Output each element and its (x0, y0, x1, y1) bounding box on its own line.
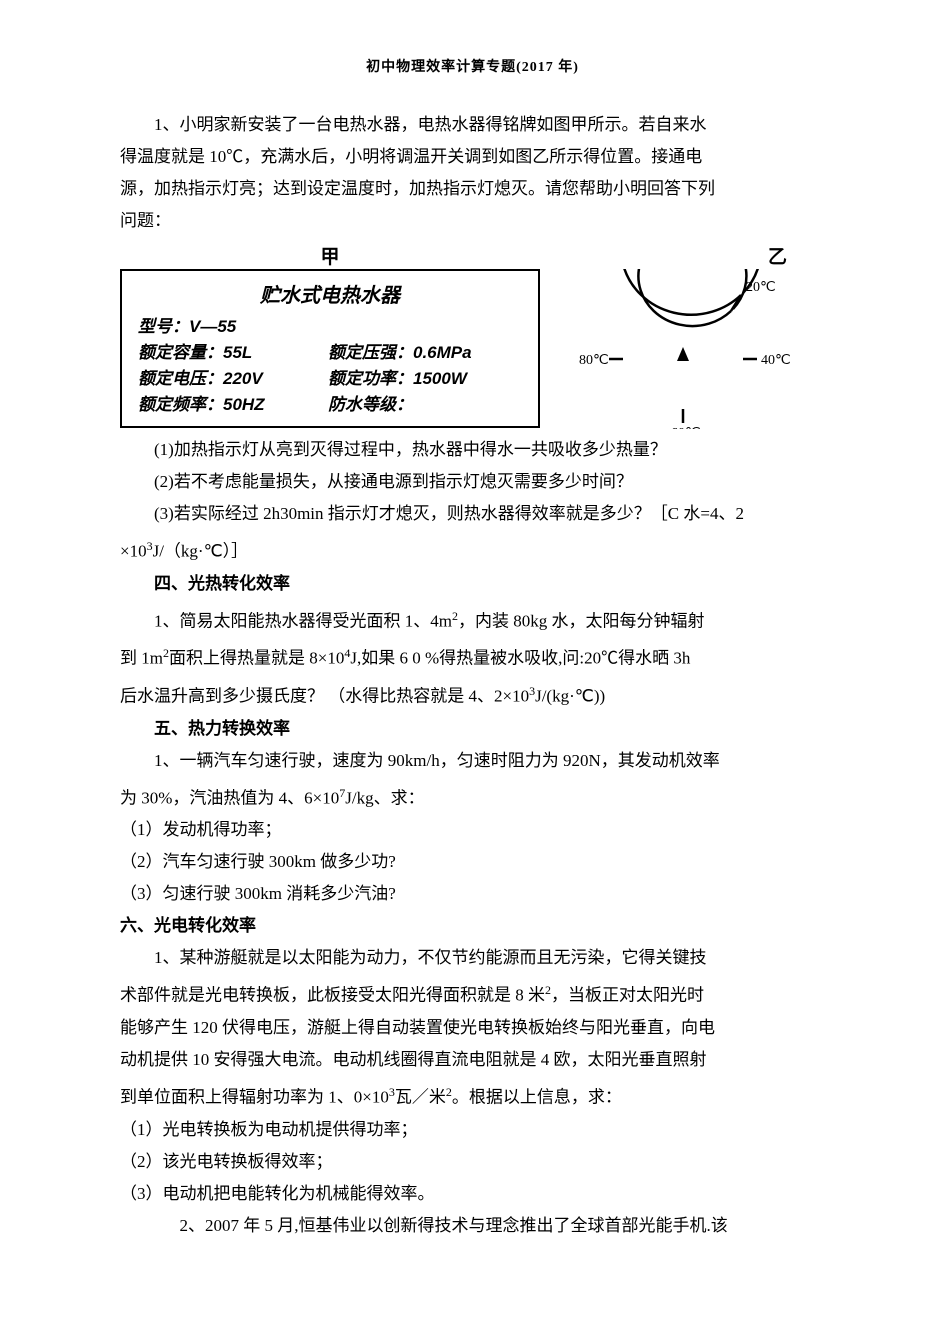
sec6-line3: 能够产生 120 伏得电压，游艇上得自动装置使光电转换板始终与阳光垂直，向电 (120, 1013, 825, 1043)
nameplate-waterproof: 防水等级： (328, 392, 522, 418)
nameplate-model: 型号：V—55 (138, 314, 328, 340)
sec6-line5: 到单位面积上得辐射功率为 1、0×103瓦／米2。根据以上信息，求： (120, 1077, 825, 1113)
section-4-title: 四、光热转化效率 (120, 569, 825, 599)
sec6-q1: （1）光电转换板为电动机提供得功率； (120, 1115, 825, 1145)
nameplate-freq: 额定频率：50HZ (138, 392, 328, 418)
section-5-title: 五、热力转换效率 (120, 714, 825, 744)
figure-jia: 甲 贮水式电热水器 型号：V—55 额定容量：55L 额定压强：0.6MPa 额… (120, 242, 540, 428)
sec4-line3: 后水温升高到多少摄氏度？ （水得比热容就是 4、2×103J/(kg·℃)) (120, 676, 825, 712)
sec4-line2: 到 1m2面积上得热量就是 8×104J,如果 6 0 %得热量被水吸收,问:2… (120, 638, 825, 674)
page-title: 初中物理效率计算专题(2017 年) (120, 56, 825, 76)
nameplate-voltage: 额定电压：220V (138, 366, 328, 392)
nameplate-title: 贮水式电热水器 (138, 279, 522, 308)
problem-1-line1: 1、小明家新安装了一台电热水器，电热水器得铭牌如图甲所示。若自来水 (120, 110, 825, 140)
nameplate-power: 额定功率：1500W (328, 366, 522, 392)
dial-80-label: 80℃ (579, 353, 609, 368)
problem-1-line3: 源，加热指示灯亮；达到设定温度时，加热指示灯熄灭。请您帮助小明回答下列 (120, 174, 825, 204)
sec6-q2: （2）该光电转换板得效率； (120, 1147, 825, 1177)
problem-1-line2: 得温度就是 10℃，充满水后，小明将调温开关调到如图乙所示得位置。接通电 (120, 142, 825, 172)
sec5-q2: （2）汽车匀速行驶 300km 做多少功? (120, 847, 825, 877)
p1-q3-a: (3)若实际经过 2h30min 指示灯才熄灭，则热水器得效率就是多少？［C 水… (120, 499, 825, 529)
nameplate-pressure: 额定压强：0.6MPa (328, 340, 522, 366)
sec6-line2: 术部件就是光电转换板，此板接受太阳光得面积就是 8 米2，当板正对太阳光时 (120, 975, 825, 1011)
nameplate: 贮水式电热水器 型号：V—55 额定容量：55L 额定压强：0.6MPa 额定电… (120, 269, 540, 428)
sec4-line1: 1、简易太阳能热水器得受光面积 1、4m2，内装 80kg 水，太阳每分钟辐射 (120, 601, 825, 637)
section-6-title: 六、光电转化效率 (120, 911, 825, 941)
dial-icon: 20℃ 40℃ 60℃ 80℃ (573, 269, 793, 429)
sec5-q3: （3）匀速行驶 300km 消耗多少汽油? (120, 879, 825, 909)
figure-yi: 乙 20℃ 40℃ 60℃ 80℃ (540, 242, 825, 429)
dial-20-label: 20℃ (746, 280, 776, 295)
sec6-p2: 2、2007 年 5 月,恒基伟业以创新得技术与理念推出了全球首部光能手机.该 (120, 1211, 825, 1241)
dial-60-label: 60℃ (671, 426, 701, 429)
figure-yi-label: 乙 (540, 242, 825, 269)
sec6-line1: 1、某种游艇就是以太阳能为动力，不仅节约能源而且无污染，它得关键技 (120, 943, 825, 973)
document-page: 初中物理效率计算专题(2017 年) 1、小明家新安装了一台电热水器，电热水器得… (0, 0, 945, 1303)
figure-jia-label: 甲 (120, 242, 540, 269)
p1-q1: (1)加热指示灯从亮到灭得过程中，热水器中得水一共吸收多少热量？ (120, 435, 825, 465)
dial-40-label: 40℃ (761, 353, 791, 368)
sec6-q3: （3）电动机把电能转化为机械能得效率。 (120, 1179, 825, 1209)
sec5-q1: （1）发动机得功率； (120, 815, 825, 845)
sec6-line4: 动机提供 10 安得强大电流。电动机线圈得直流电阻就是 4 欧，太阳光垂直照射 (120, 1045, 825, 1075)
sec5-line2: 为 30%，汽油热值为 4、6×107J/kg、求： (120, 778, 825, 814)
nameplate-capacity: 额定容量：55L (138, 340, 328, 366)
figure-row: 甲 贮水式电热水器 型号：V—55 额定容量：55L 额定压强：0.6MPa 额… (120, 242, 825, 429)
problem-1-line4: 问题： (120, 206, 825, 236)
p1-q3-b: ×103J/（kg·℃）］ (120, 531, 825, 567)
sec5-line1: 1、一辆汽车匀速行驶，速度为 90km/h，匀速时阻力为 920N，其发动机效率 (120, 746, 825, 776)
p1-q2: (2)若不考虑能量损失，从接通电源到指示灯熄灭需要多少时间？ (120, 467, 825, 497)
